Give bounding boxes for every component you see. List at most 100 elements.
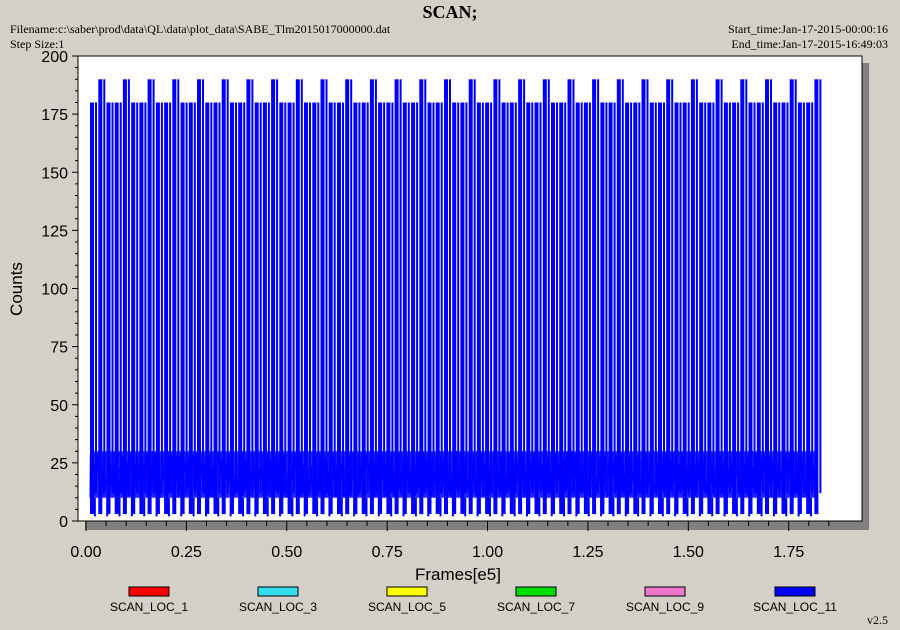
legend-swatch-scan-loc-11 xyxy=(774,586,816,597)
series-spike xyxy=(663,102,665,494)
series-spike xyxy=(411,102,416,514)
series-spike xyxy=(221,79,226,515)
y-tick-label: 175 xyxy=(41,107,68,124)
series-spike xyxy=(147,79,152,515)
version-label: v2.5 xyxy=(867,613,888,627)
series-spike xyxy=(509,102,514,514)
series-spike xyxy=(172,79,177,515)
series-spike xyxy=(284,102,287,494)
series-spike xyxy=(197,79,201,515)
series-spike xyxy=(218,102,221,494)
series-spike xyxy=(745,79,748,494)
series-spike xyxy=(386,102,391,514)
series-spike xyxy=(786,102,789,494)
series-spike xyxy=(361,102,366,514)
series-spike xyxy=(740,79,745,515)
series-spike xyxy=(806,102,811,514)
series-spike xyxy=(485,102,490,514)
series-spike xyxy=(690,79,695,515)
series-spike xyxy=(531,102,534,494)
legend-swatch-scan-loc-9 xyxy=(644,586,686,597)
series-spike xyxy=(98,79,103,515)
y-tick-label: 150 xyxy=(41,165,68,182)
legend-label: SCAN_LOC_11 xyxy=(753,600,837,614)
series-spike xyxy=(567,79,572,515)
series-spike xyxy=(119,102,122,494)
y-tick-label: 0 xyxy=(59,514,68,531)
legend-swatch-scan-loc-5 xyxy=(386,586,428,597)
series-spike xyxy=(106,102,111,514)
series-spike xyxy=(506,102,509,494)
filename-label: Filename:c:\saber\prod\data\QL\data\plot… xyxy=(10,22,391,36)
series-spike xyxy=(177,79,180,494)
series-spike xyxy=(238,102,243,514)
series-spike xyxy=(794,79,797,494)
chart-title: SCAN; xyxy=(422,2,478,22)
x-tick-label: 0.00 xyxy=(70,544,101,561)
series-spike xyxy=(572,79,575,494)
series-spike xyxy=(205,102,210,514)
series-spike xyxy=(707,102,712,514)
series-spike xyxy=(111,102,114,494)
y-tick-label: 100 xyxy=(41,282,68,299)
series-spike xyxy=(514,102,517,494)
y-tick-label: 125 xyxy=(41,223,68,240)
series-spike xyxy=(773,102,778,514)
series-spike xyxy=(300,79,303,494)
series-spike xyxy=(374,79,377,494)
series-spike xyxy=(416,102,419,494)
series-spike xyxy=(654,102,657,494)
series-spike xyxy=(309,102,311,494)
series-spike xyxy=(440,102,443,494)
series-spike xyxy=(498,79,501,494)
series-spike xyxy=(391,102,394,494)
series-spike xyxy=(254,102,259,514)
series-spike xyxy=(490,102,493,494)
series-spike xyxy=(131,102,136,514)
start-time-label: Start_time:Jan-17-2015-00:00:16 xyxy=(728,22,888,36)
series-spike xyxy=(188,102,193,514)
series-spike xyxy=(90,102,94,514)
series-spike xyxy=(337,102,341,514)
series-spike xyxy=(193,102,196,494)
series-spike xyxy=(753,102,756,494)
series-spike xyxy=(542,79,547,515)
series-spike xyxy=(328,102,333,514)
series-spike xyxy=(811,102,814,494)
series-spike xyxy=(279,102,284,514)
series-spike xyxy=(180,102,185,514)
series-spike xyxy=(518,79,523,515)
series-spike xyxy=(551,102,555,514)
series-spike xyxy=(723,102,728,514)
series-spike xyxy=(658,102,662,514)
series-spike xyxy=(679,102,682,494)
series-spike xyxy=(160,102,163,494)
series-spike xyxy=(728,102,731,494)
y-tick-label: 25 xyxy=(50,456,68,473)
series-spike xyxy=(797,102,802,514)
series-spike xyxy=(399,79,402,494)
series-spike xyxy=(164,102,169,514)
series-spike xyxy=(674,102,679,514)
series-spike xyxy=(613,102,616,494)
series-spike xyxy=(144,102,147,494)
series-spike xyxy=(687,102,690,494)
y-axis-label: Counts xyxy=(7,262,26,316)
series-spike xyxy=(625,102,630,514)
series-spike xyxy=(213,102,218,514)
series-spike xyxy=(350,79,353,494)
series-spike xyxy=(394,79,399,515)
series-spike xyxy=(770,79,772,494)
series-spike xyxy=(534,102,539,514)
series-spike xyxy=(630,102,633,494)
series-spike xyxy=(493,79,498,515)
series-spike xyxy=(136,102,139,494)
y-tick-label: 50 xyxy=(50,398,68,415)
series-spike xyxy=(383,102,386,494)
series-spike xyxy=(276,79,279,494)
series-spike xyxy=(210,102,213,494)
series-spike xyxy=(246,79,251,515)
series-spike xyxy=(556,102,558,494)
series-spike xyxy=(292,102,295,494)
series-spike xyxy=(345,79,350,515)
